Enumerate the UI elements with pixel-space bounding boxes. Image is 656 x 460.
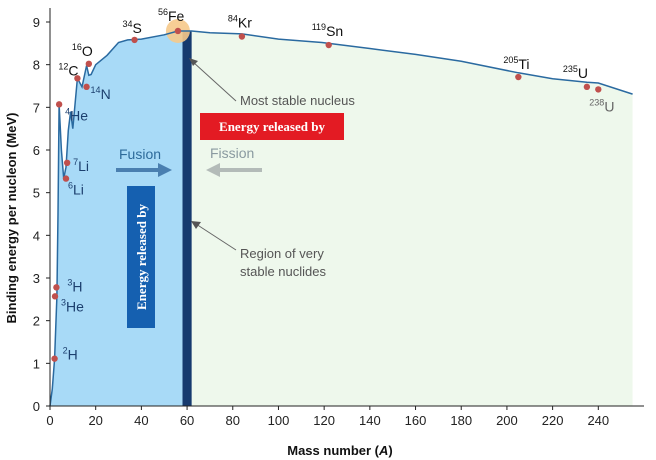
x-tick-label: 160 — [405, 413, 427, 428]
isotope-label-4He: 4He — [65, 106, 88, 123]
stable-region-label-line1: Region of very — [240, 246, 324, 261]
isotope-label-16O: 16O — [72, 42, 93, 59]
x-axis-ticks: 0 20 40 60 80 100 120 140 160 180 200 220 240 — [46, 406, 609, 428]
y-tick-label: 4 — [33, 228, 40, 243]
x-tick-label: 80 — [226, 413, 240, 428]
fission-region-area — [191, 30, 633, 407]
x-tick-label: 100 — [268, 413, 290, 428]
fusion-arrow — [116, 163, 172, 177]
x-tick-label: 200 — [496, 413, 518, 428]
x-tick-label: 20 — [88, 413, 102, 428]
x-tick-label: 140 — [359, 413, 381, 428]
x-tick-label: 120 — [313, 413, 335, 428]
isotope-points — [51, 27, 602, 362]
data-point-235U — [583, 83, 591, 91]
y-axis-ticks: 0 1 2 3 4 5 6 7 8 9 — [33, 15, 50, 414]
fusion-energy-text: Energy released by — [134, 204, 149, 310]
x-tick-label: 180 — [450, 413, 472, 428]
data-point-14N — [83, 83, 90, 91]
isotope-label-12C: 12C — [58, 61, 78, 78]
isotope-label-56Fe: 56Fe — [158, 7, 185, 24]
data-point-84Kr — [238, 33, 246, 40]
data-point-56Fe — [174, 27, 182, 35]
data-point-6Li — [62, 175, 70, 182]
fusion-energy-box — [127, 186, 155, 328]
fission-arrow — [206, 163, 262, 177]
isotope-label-119Sn: 119Sn — [312, 22, 343, 39]
fission-energy-box — [200, 113, 344, 140]
stable-nuclides-band — [182, 30, 192, 407]
x-tick-label: 0 — [46, 413, 53, 428]
y-tick-label: 8 — [33, 58, 40, 73]
y-tick-label: 2 — [33, 314, 40, 329]
data-point-119Sn — [325, 41, 332, 49]
isotope-label-235U: 235U — [563, 64, 588, 81]
data-point-7Li — [63, 159, 71, 166]
data-point-2H — [51, 355, 58, 362]
isotope-label-6Li: 6Li — [68, 181, 84, 198]
y-axis-title: Binding energy per nucleon (MeV) — [4, 113, 19, 324]
y-tick-label: 9 — [33, 15, 40, 30]
x-tick-label: 240 — [587, 413, 609, 428]
y-tick-label: 5 — [33, 186, 40, 201]
y-tick-label: 1 — [33, 356, 40, 371]
isotope-label-2H: 2H — [63, 346, 78, 363]
isotope-label-84Kr: 84Kr — [228, 14, 252, 31]
y-tick-label: 6 — [33, 143, 40, 158]
data-point-34S — [131, 36, 138, 44]
fission-label: Fission — [210, 145, 254, 161]
isotope-label-3He: 3He — [61, 297, 84, 314]
isotope-label-205Ti: 205Ti — [503, 55, 529, 72]
data-point-238U — [595, 86, 602, 93]
data-point-3H — [53, 284, 60, 291]
binding-energy-curve — [49, 30, 633, 407]
isotope-label-238U: 238U — [589, 97, 614, 114]
y-tick-label: 7 — [33, 100, 40, 115]
data-point-3He — [51, 293, 59, 300]
data-point-205Ti — [515, 73, 522, 81]
x-tick-label: 40 — [134, 413, 148, 428]
isotope-label-14N: 14N — [91, 85, 111, 102]
fusion-label: Fusion — [119, 146, 161, 162]
data-point-4He — [55, 101, 63, 108]
isotope-label-3H: 3H — [67, 277, 82, 294]
stable-region-pointer — [191, 221, 237, 251]
isotope-labels: 2H 3He 3H 4He 6Li 7Li 12C 14N 16O 34S 56Fe 84Kr 119S… — [58, 7, 614, 363]
most-stable-label: Most stable nucleus — [240, 93, 355, 108]
most-stable-pointer — [189, 58, 237, 102]
stable-region-label-line2: stable nuclides — [240, 264, 326, 279]
x-tick-label: 60 — [180, 413, 194, 428]
data-point-16O — [85, 60, 93, 68]
x-axis-title: Mass number (A) — [287, 443, 392, 458]
y-tick-label: 3 — [33, 271, 40, 286]
data-point-12C — [74, 75, 81, 82]
isotope-label-34S: 34S — [123, 19, 142, 36]
y-tick-label: 0 — [33, 399, 40, 414]
x-tick-label: 220 — [542, 413, 564, 428]
isotope-label-7Li: 7Li — [73, 157, 89, 174]
fission-energy-text: Energy released by — [219, 119, 325, 134]
